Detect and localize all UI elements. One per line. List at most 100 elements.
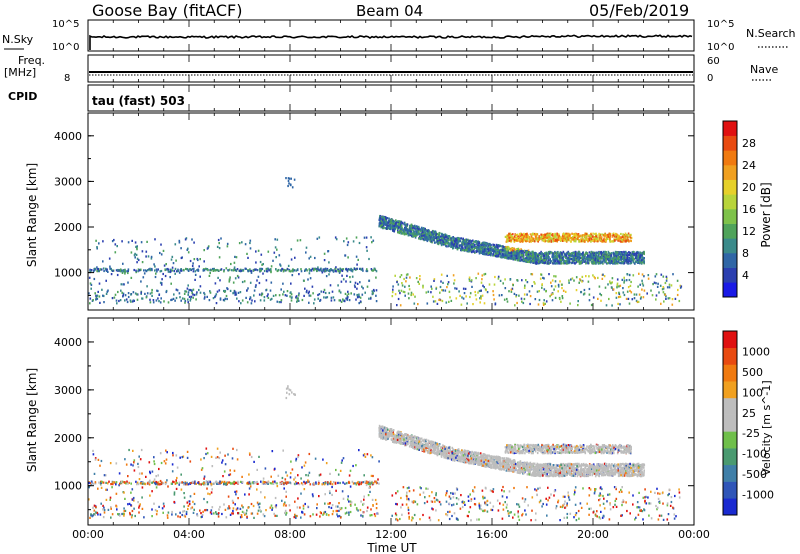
- scatter-point: [262, 263, 264, 266]
- scatter-point: [616, 253, 618, 256]
- scatter-point: [206, 295, 208, 298]
- colorbar-frame: [722, 120, 738, 298]
- scatter-point: [330, 296, 333, 299]
- scatter-point: [609, 281, 612, 285]
- scatter-point: [176, 270, 178, 273]
- scatter-point: [341, 274, 343, 277]
- scatter-point: [158, 293, 160, 296]
- scatter-point: [551, 255, 553, 259]
- scatter-point: [636, 259, 639, 262]
- scatter-point: [462, 297, 465, 300]
- scatter-point: [396, 225, 399, 228]
- scatter-point: [316, 507, 318, 510]
- scatter-point: [127, 503, 129, 506]
- scatter-point: [403, 231, 405, 234]
- scatter-point: [621, 251, 623, 254]
- scatter-point: [183, 297, 186, 300]
- scatter-point: [261, 263, 263, 266]
- scatter-point: [213, 512, 215, 515]
- scatter-point: [421, 236, 424, 239]
- scatter-point: [505, 236, 508, 239]
- colorbar-segment: [723, 238, 737, 254]
- scatter-point: [116, 302, 118, 305]
- scatter-point: [543, 277, 545, 280]
- scatter-point: [388, 217, 390, 220]
- scatter-point: [594, 257, 597, 260]
- scatter-point: [578, 250, 580, 253]
- scatter-point: [486, 242, 489, 245]
- scatter-point: [480, 295, 482, 298]
- scatter-point: [479, 250, 481, 253]
- scatter-point: [563, 239, 565, 242]
- scatter-point: [150, 257, 153, 260]
- scatter-point: [456, 246, 459, 249]
- scatter-point: [521, 233, 523, 237]
- scatter-point: [499, 255, 502, 258]
- scatter-point: [447, 242, 450, 245]
- scatter-point: [142, 276, 145, 279]
- scatter-point: [633, 297, 636, 300]
- scatter-point: [307, 278, 309, 281]
- scatter-point: [637, 257, 640, 260]
- scatter-point: [268, 269, 270, 272]
- scatter-point: [203, 293, 206, 296]
- scatter-point: [250, 302, 253, 305]
- scatter-point: [171, 269, 174, 272]
- scatter-point: [305, 474, 307, 477]
- scatter-point: [548, 250, 551, 253]
- scatter-point: [329, 284, 332, 287]
- scatter-point: [612, 251, 615, 254]
- scatter-point: [334, 236, 337, 239]
- scatter-point: [243, 280, 246, 283]
- scatter-point: [453, 243, 456, 246]
- scatter-point: [328, 269, 330, 272]
- scatter-point: [407, 234, 410, 237]
- scatter-point: [627, 286, 630, 289]
- scatter-point: [662, 291, 665, 294]
- scatter-point: [458, 240, 460, 243]
- scatter-point: [451, 243, 454, 246]
- scatter-point: [607, 250, 610, 253]
- scatter-point: [114, 243, 117, 246]
- scatter-point: [375, 270, 378, 273]
- scatter-point: [629, 239, 632, 242]
- scatter-point: [228, 507, 231, 510]
- scatter-point: [473, 245, 475, 248]
- scatter-point: [549, 232, 552, 235]
- scatter-point: [290, 248, 293, 251]
- scatter-point: [193, 293, 196, 297]
- scatter-point: [448, 290, 451, 293]
- scatter-point: [516, 259, 519, 262]
- scatter-point: [494, 254, 497, 258]
- scatter-point: [575, 261, 577, 264]
- scatter-point: [153, 502, 155, 505]
- scatter-point: [439, 239, 442, 242]
- scatter-point: [612, 240, 615, 243]
- scatter-point: [627, 232, 630, 235]
- scatter-point: [474, 290, 476, 294]
- scatter-point: [322, 290, 325, 294]
- scatter-point: [505, 252, 508, 255]
- scatter-point: [132, 299, 135, 302]
- scatter-point: [519, 259, 522, 262]
- scatter-point: [391, 221, 393, 224]
- scatter-point: [551, 238, 553, 241]
- scatter-point: [188, 295, 191, 298]
- scatter-point: [276, 248, 278, 251]
- scatter-point: [564, 256, 567, 259]
- scatter-point: [515, 252, 517, 255]
- scatter-point: [255, 261, 257, 264]
- scatter-point: [112, 269, 115, 272]
- scatter-point: [281, 480, 283, 484]
- scatter-point: [507, 240, 509, 243]
- scatter-point: [185, 237, 188, 240]
- scatter-point: [600, 251, 602, 254]
- scatter-point: [480, 249, 482, 252]
- scatter-point: [628, 273, 631, 277]
- scatter-point: [615, 257, 618, 261]
- scatter-point: [360, 268, 363, 271]
- scatter-point: [284, 269, 287, 272]
- scatter-point: [510, 255, 513, 258]
- scatter-point: [164, 462, 167, 465]
- scatter-point: [557, 262, 559, 265]
